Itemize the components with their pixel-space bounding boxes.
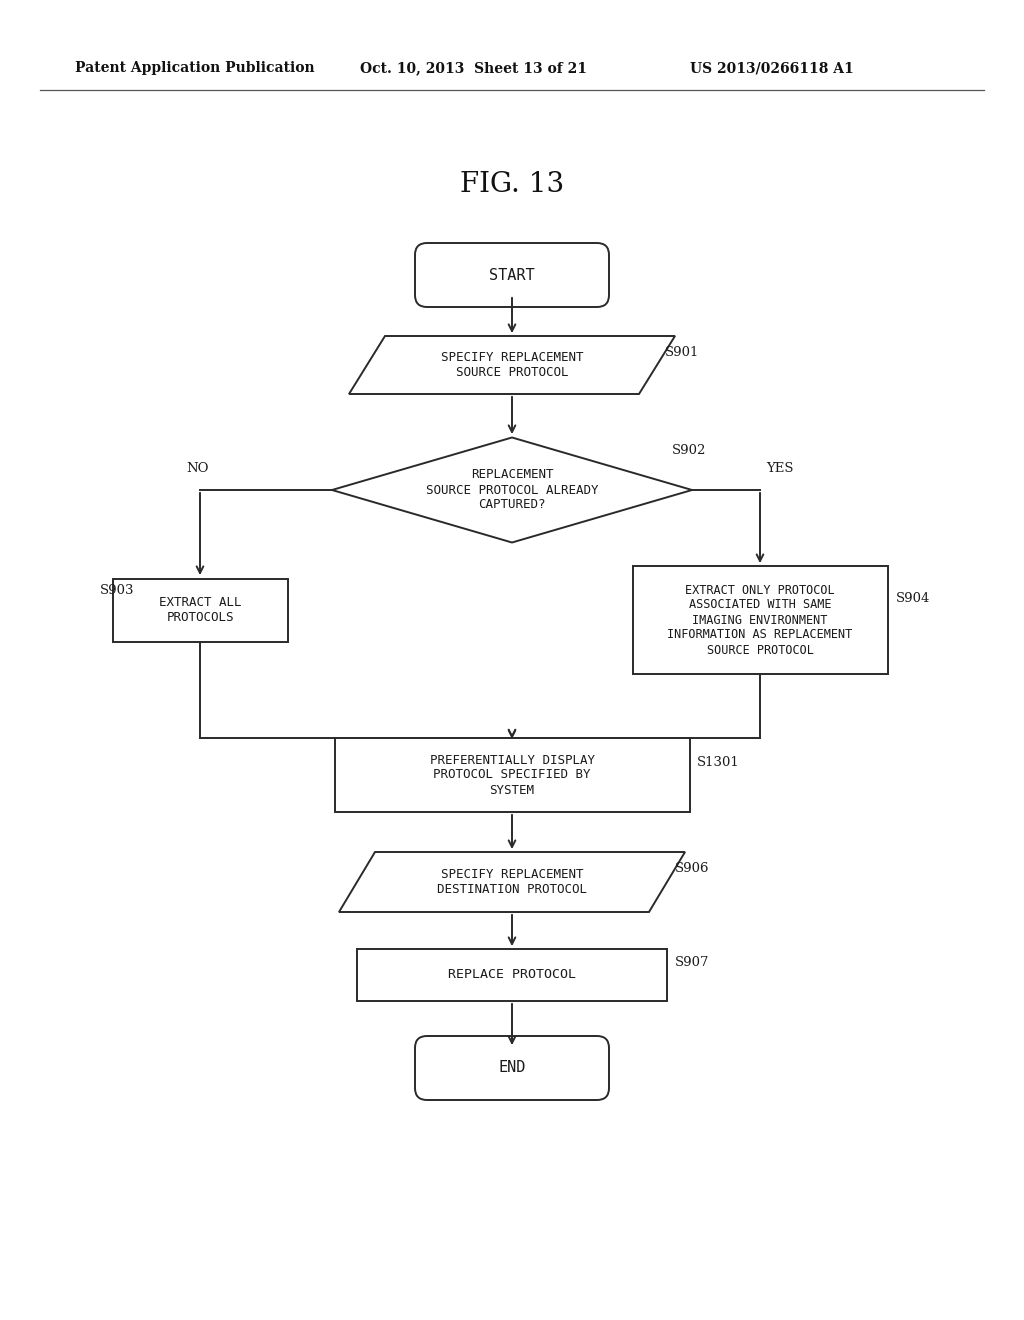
Text: S903: S903 xyxy=(100,583,134,597)
Text: S902: S902 xyxy=(672,444,707,457)
FancyBboxPatch shape xyxy=(415,1036,609,1100)
Text: S901: S901 xyxy=(665,346,699,359)
Text: S907: S907 xyxy=(675,956,710,969)
Polygon shape xyxy=(332,437,692,543)
Text: NO: NO xyxy=(186,462,209,474)
Text: REPLACE PROTOCOL: REPLACE PROTOCOL xyxy=(449,969,575,982)
Text: START: START xyxy=(489,268,535,282)
Text: EXTRACT ONLY PROTOCOL
ASSOCIATED WITH SAME
IMAGING ENVIRONMENT
INFORMATION AS RE: EXTRACT ONLY PROTOCOL ASSOCIATED WITH SA… xyxy=(668,583,853,656)
FancyBboxPatch shape xyxy=(415,243,609,308)
Text: S906: S906 xyxy=(675,862,710,874)
Text: END: END xyxy=(499,1060,525,1076)
Text: SPECIFY REPLACEMENT
SOURCE PROTOCOL: SPECIFY REPLACEMENT SOURCE PROTOCOL xyxy=(440,351,584,379)
Text: Patent Application Publication: Patent Application Publication xyxy=(75,61,314,75)
Text: REPLACEMENT
SOURCE PROTOCOL ALREADY
CAPTURED?: REPLACEMENT SOURCE PROTOCOL ALREADY CAPT… xyxy=(426,469,598,511)
Text: YES: YES xyxy=(766,462,794,474)
Text: US 2013/0266118 A1: US 2013/0266118 A1 xyxy=(690,61,854,75)
Text: S1301: S1301 xyxy=(697,755,739,768)
Text: FIG. 13: FIG. 13 xyxy=(460,172,564,198)
Bar xyxy=(113,578,288,642)
Text: Oct. 10, 2013  Sheet 13 of 21: Oct. 10, 2013 Sheet 13 of 21 xyxy=(360,61,587,75)
Text: EXTRACT ALL
PROTOCOLS: EXTRACT ALL PROTOCOLS xyxy=(159,597,242,624)
Polygon shape xyxy=(349,337,675,393)
Text: S904: S904 xyxy=(896,591,931,605)
Polygon shape xyxy=(339,851,685,912)
Bar xyxy=(633,566,888,675)
Bar xyxy=(335,738,689,812)
Text: SPECIFY REPLACEMENT
DESTINATION PROTOCOL: SPECIFY REPLACEMENT DESTINATION PROTOCOL xyxy=(437,869,587,896)
Bar xyxy=(357,949,667,1001)
Text: PREFERENTIALLY DISPLAY
PROTOCOL SPECIFIED BY
SYSTEM: PREFERENTIALLY DISPLAY PROTOCOL SPECIFIE… xyxy=(429,754,595,796)
